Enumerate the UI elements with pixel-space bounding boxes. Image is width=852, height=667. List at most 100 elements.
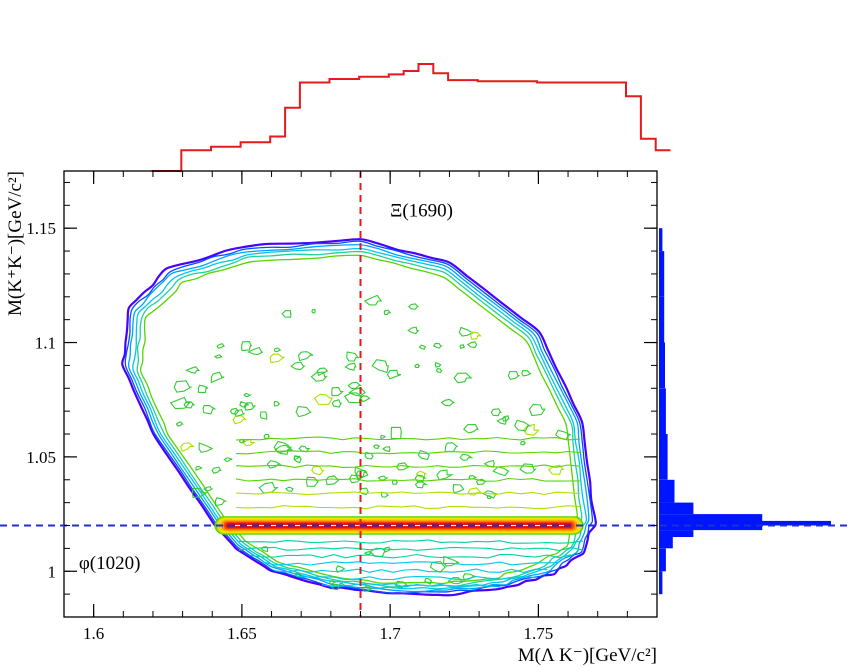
contour-line: [235, 477, 580, 482]
contour-island: [470, 331, 483, 340]
contour-island: [390, 426, 403, 440]
contour-island: [359, 487, 370, 496]
contour-island: [381, 446, 391, 453]
contour-island: [266, 460, 283, 469]
contour-island: [274, 444, 293, 455]
contour-island: [298, 351, 314, 362]
contour-island: [443, 555, 460, 567]
contour-line: [298, 575, 536, 581]
y-axis-title: M(K⁺K⁻)[GeV/c²]: [5, 171, 26, 316]
contour-layer: [121, 238, 597, 597]
contour-island: [202, 404, 217, 415]
contour-island: [242, 438, 256, 447]
contour-island: [258, 481, 279, 494]
contour-island: [329, 580, 337, 585]
y-projection-bar: [659, 479, 675, 503]
contour-island: [232, 415, 247, 425]
contour-island: [223, 457, 233, 463]
y-projection-bar: [659, 228, 663, 252]
contour-island: [173, 380, 193, 393]
contour-island: [180, 442, 195, 452]
x-tick-label: 1.65: [227, 624, 257, 643]
contour-island-layer: [169, 294, 584, 592]
contour-island: [467, 487, 482, 496]
contour-island: [447, 577, 465, 585]
y-projection-bar: [659, 514, 763, 521]
x-tick-label: 1.6: [83, 624, 104, 643]
x-tick-label: 1.7: [380, 624, 402, 643]
contour-island: [175, 421, 184, 427]
contour-line: [235, 505, 580, 510]
contour-line: [262, 561, 560, 566]
y-projection-bar: [659, 536, 673, 549]
contour-island: [364, 451, 374, 460]
phi-band-contour: [223, 521, 575, 530]
contour-island: [247, 346, 264, 356]
annotation-xi1690: Ξ(1690): [390, 201, 453, 222]
contour-island: [490, 408, 502, 417]
contour-ring: [121, 238, 597, 597]
y-projection-bar: [659, 342, 665, 389]
contour-line: [321, 583, 500, 588]
y-projection-bar: [659, 251, 665, 297]
y-projection-bar: [659, 502, 694, 514]
contour-island: [259, 411, 268, 420]
contour-island: [191, 487, 209, 498]
contour-island: [311, 308, 316, 314]
contour-ring: [127, 244, 590, 593]
y-tick-label: 1.05: [26, 448, 56, 467]
y-projection-bar: [659, 520, 831, 526]
contour-island: [432, 342, 443, 349]
contour-island: [391, 479, 399, 485]
contour-island: [331, 386, 344, 397]
contour-island: [377, 475, 389, 481]
contour-island: [492, 466, 510, 477]
contour-island: [241, 341, 253, 352]
y-projection-bar: [659, 388, 666, 434]
y-projection-bar: [659, 548, 666, 572]
y-projection-bar: [659, 571, 663, 595]
contour-island: [466, 341, 478, 349]
contour-island: [462, 423, 479, 434]
contour-island: [444, 442, 459, 453]
contour-island: [183, 401, 196, 409]
contour-island: [313, 393, 334, 406]
contour-island: [293, 455, 301, 460]
contour-island: [325, 475, 341, 486]
contour-island: [281, 310, 292, 318]
contour-island: [482, 490, 497, 499]
contour-island: [372, 444, 380, 450]
y-projection-histogram: [659, 228, 831, 595]
contour-island: [452, 484, 465, 494]
contour-line: [238, 539, 583, 544]
contour-island: [507, 370, 521, 381]
y-projection-bar: [659, 434, 668, 480]
contour-island: [521, 370, 532, 377]
contour-island: [346, 351, 360, 362]
contour-island: [462, 573, 477, 581]
phi-band-contour: [224, 522, 574, 529]
contour-island: [243, 392, 253, 398]
contour-island: [269, 353, 286, 364]
contour-island: [214, 497, 228, 507]
contour-island: [285, 486, 294, 492]
contour-line: [235, 450, 580, 455]
contour-island: [396, 462, 410, 471]
contour-island: [459, 453, 474, 461]
contour-island: [355, 469, 369, 480]
contour-line: [235, 491, 580, 496]
contour-island: [238, 438, 246, 444]
contour-island: [434, 361, 442, 368]
contour-island: [383, 309, 392, 316]
contour-island: [520, 440, 527, 446]
y-tick-label: 1: [48, 562, 57, 581]
contour-island: [361, 584, 374, 592]
contour-island: [547, 464, 565, 475]
y-tick-label: 1.15: [26, 219, 56, 238]
contour-line: [238, 546, 584, 552]
contour-line: [250, 553, 572, 559]
contour-island: [519, 463, 537, 474]
contour-island: [331, 399, 343, 408]
contour-island: [198, 442, 213, 453]
